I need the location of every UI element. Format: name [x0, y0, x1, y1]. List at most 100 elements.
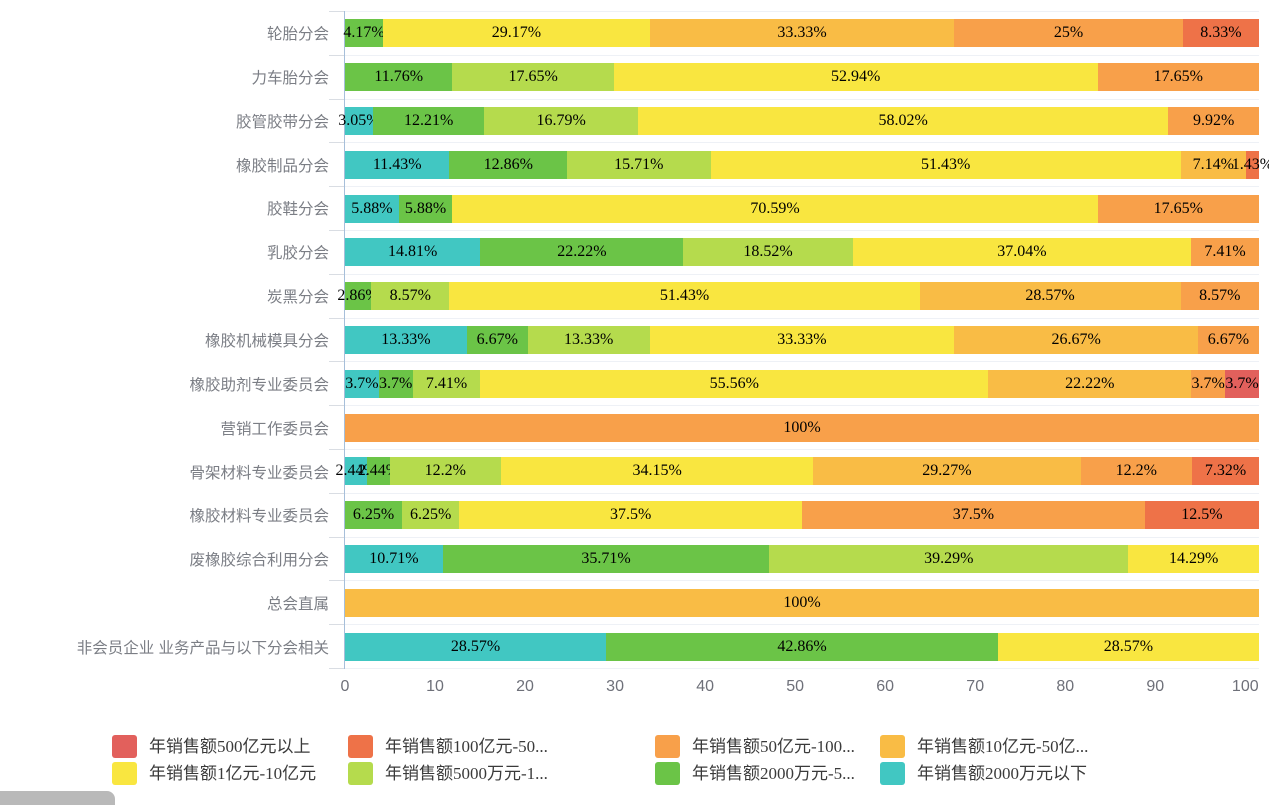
segment-value-label: 100% — [783, 593, 821, 611]
category-label: 总会直属 — [266, 596, 329, 614]
bar-segment[interactable]: 11.43% — [345, 150, 450, 179]
bar-segment[interactable]: 15.71% — [567, 150, 711, 179]
bar-segment[interactable]: 14.81% — [345, 238, 481, 267]
bar-segment[interactable]: 6.25% — [402, 501, 460, 530]
bar-segment[interactable]: 22.22% — [480, 238, 684, 267]
bar-segment[interactable]: 25% — [954, 19, 1183, 48]
stacked-bar: 11.76% 17.65% 52.94% 17.65% — [345, 63, 1259, 92]
bar-segment[interactable]: 37.5% — [802, 501, 1145, 530]
legend-swatch — [655, 762, 680, 785]
bar-segment[interactable]: 12.86% — [449, 150, 567, 179]
bar-segment[interactable]: 2.86% — [337, 282, 379, 311]
bar-segment[interactable]: 12.21% — [372, 106, 485, 135]
segment-value-label: 3.7% — [345, 374, 379, 392]
bar-segment[interactable]: 17.65% — [1097, 63, 1259, 92]
bar-segment[interactable]: 4.17% — [343, 19, 385, 48]
bar-segment[interactable]: 51.43% — [710, 150, 1181, 179]
bar-segment[interactable]: 7.41% — [412, 369, 481, 398]
segment-value-label: 3.7% — [1191, 374, 1225, 392]
bar-segment[interactable]: 37.04% — [852, 238, 1192, 267]
legend-item[interactable]: 年销售额10亿元-50亿... — [880, 735, 1088, 758]
bar-row: 2.86% 8.57% 51.43% 28.57% 8.57% — [337, 273, 1259, 318]
bar-segment[interactable]: 9.92% — [1168, 106, 1259, 135]
bar-segment[interactable]: 5.88% — [398, 194, 453, 223]
bar-segment[interactable]: 55.56% — [480, 369, 989, 398]
bar-segment[interactable]: 7.14% — [1180, 150, 1246, 179]
segment-value-label: 29.17% — [491, 24, 542, 42]
bar-segment[interactable]: 28.57% — [997, 632, 1259, 661]
bar-segment[interactable]: 29.27% — [813, 457, 1081, 486]
bar-segment[interactable]: 10.71% — [345, 544, 443, 573]
bar-segment[interactable]: 35.71% — [442, 544, 770, 573]
bar-segment[interactable]: 51.43% — [449, 282, 920, 311]
bar-segment[interactable]: 12.5% — [1144, 501, 1259, 530]
bar-segment[interactable]: 3.05% — [338, 106, 380, 135]
axis-tick — [329, 317, 345, 362]
legend-item[interactable]: 年销售额2000万元以下 — [880, 762, 1087, 785]
bar-segment[interactable]: 1.43% — [1232, 150, 1269, 179]
bar-segment[interactable]: 22.22% — [988, 369, 1192, 398]
legend-item[interactable]: 年销售额500亿元以上 — [112, 735, 311, 758]
bar-segment[interactable]: 12.2% — [389, 457, 502, 486]
bar-segment[interactable]: 42.86% — [606, 632, 998, 661]
legend-item[interactable]: 年销售额100亿元-50... — [348, 735, 548, 758]
bar-segment[interactable]: 6.67% — [466, 325, 528, 354]
segment-value-label: 28.57% — [1025, 287, 1075, 305]
bar-segment[interactable]: 3.7% — [1191, 369, 1226, 398]
bar-segment[interactable]: 12.2% — [1080, 457, 1193, 486]
bar-segment[interactable]: 28.57% — [919, 282, 1181, 311]
bar-segment[interactable]: 17.65% — [1097, 194, 1259, 223]
bar-segment[interactable]: 33.33% — [649, 19, 955, 48]
bar-segment[interactable]: 2.44% — [335, 457, 377, 486]
bar-segment[interactable]: 33.33% — [649, 325, 955, 354]
bar-segment[interactable]: 8.57% — [371, 282, 450, 311]
bar-segment[interactable]: 3.7% — [378, 369, 413, 398]
legend-item[interactable]: 年销售额50亿元-100... — [655, 735, 855, 758]
legend-item[interactable]: 年销售额2000万元-5... — [655, 762, 855, 785]
bar-segment[interactable]: 17.65% — [452, 63, 614, 92]
legend-swatch — [880, 735, 905, 758]
bar-row: 3.05% 12.21% 16.79% 58.02% 9.92% — [338, 98, 1259, 143]
bar-segment[interactable]: 100% — [345, 588, 1259, 617]
bar-segment[interactable]: 18.52% — [683, 238, 853, 267]
x-axis-tick-label: 30 — [606, 678, 624, 695]
axis-tick — [329, 229, 345, 274]
bar-segment[interactable]: 29.17% — [383, 19, 650, 48]
bar-segment[interactable]: 100% — [345, 413, 1259, 442]
bar-segment[interactable]: 5.88% — [345, 194, 399, 223]
bar-segment[interactable]: 37.5% — [459, 501, 802, 530]
segment-value-label: 10.71% — [369, 549, 419, 567]
segment-value-label: 5.88% — [404, 199, 447, 217]
bar-segment[interactable]: 11.76% — [345, 63, 453, 92]
bar-row: 11.76% 17.65% 52.94% 17.65% — [345, 54, 1259, 99]
bar-segment[interactable]: 13.33% — [345, 325, 467, 354]
bar-segment[interactable]: 3.7% — [1225, 369, 1259, 398]
bar-segment[interactable]: 3.7% — [345, 369, 379, 398]
stacked-bar: 3.05% 12.21% 16.79% 58.02% 9.92% — [338, 106, 1259, 135]
bar-segment[interactable]: 70.59% — [452, 194, 1098, 223]
bar-segment[interactable]: 8.33% — [1182, 19, 1259, 48]
bar-segment[interactable]: 16.79% — [484, 106, 638, 135]
bar-segment[interactable]: 28.57% — [345, 632, 607, 661]
bar-segment[interactable]: 13.33% — [527, 325, 650, 354]
bar-segment[interactable]: 7.32% — [1192, 457, 1259, 486]
legend-item[interactable]: 年销售额5000万元-1... — [348, 762, 548, 785]
bar-segment[interactable]: 8.57% — [1180, 282, 1259, 311]
segment-value-label: 2.44% — [335, 462, 377, 480]
bar-row: 28.57% 42.86% 28.57% — [345, 624, 1259, 669]
bar-segment[interactable]: 6.25% — [345, 501, 403, 530]
bar-segment[interactable]: 58.02% — [637, 106, 1169, 135]
segment-value-label: 3.05% — [338, 111, 380, 129]
bar-segment[interactable]: 26.67% — [954, 325, 1198, 354]
bar-segment[interactable]: 6.67% — [1197, 325, 1259, 354]
bar-segment[interactable]: 39.29% — [769, 544, 1129, 573]
legend-item[interactable]: 年销售额1亿元-10亿元 — [112, 762, 316, 785]
segment-value-label: 33.33% — [777, 330, 827, 348]
bar-segment[interactable]: 14.29% — [1128, 544, 1259, 573]
bar-segment[interactable]: 34.15% — [501, 457, 814, 486]
bar-segment[interactable]: 52.94% — [613, 63, 1098, 92]
bar-segment[interactable]: 7.41% — [1191, 238, 1259, 267]
bar-segment[interactable]: 2.44% — [358, 457, 399, 486]
stacked-bar: 13.33% 6.67% 13.33% 33.33% 26.67% 6.67% — [345, 325, 1259, 354]
